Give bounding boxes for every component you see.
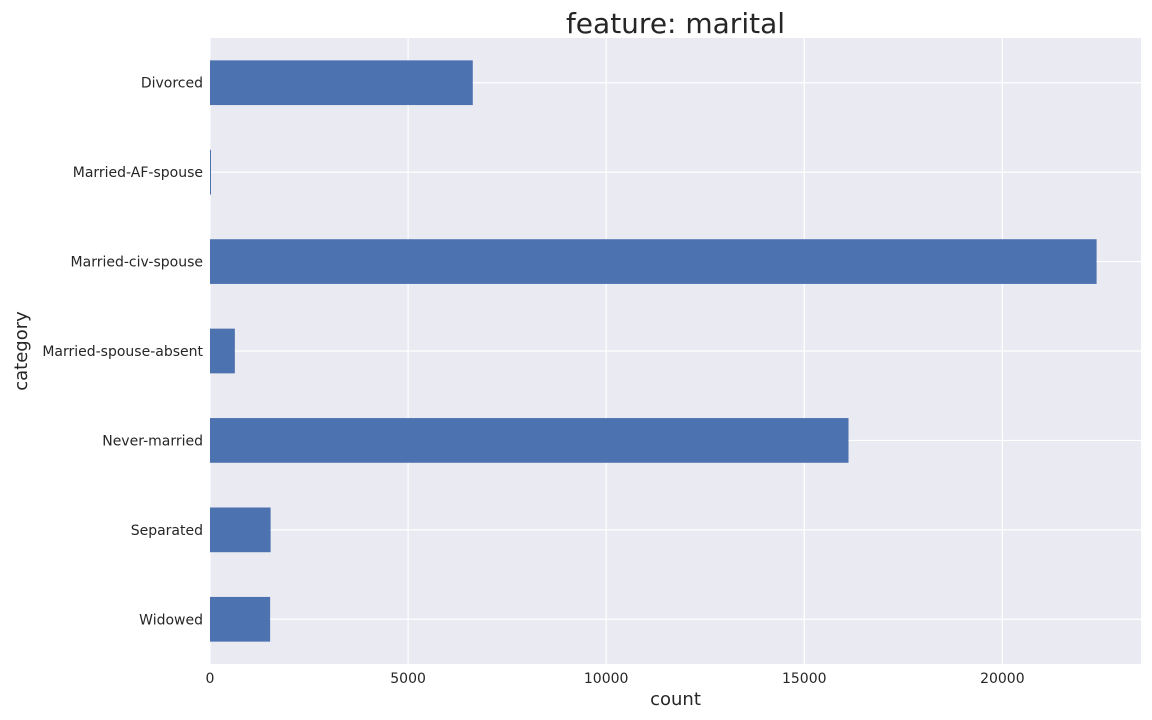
bar-married-spouse-absent	[210, 328, 235, 374]
x-tick-label: 15000	[782, 671, 827, 687]
y-tick-label: Never-married	[102, 433, 203, 449]
bar-never-married	[210, 418, 849, 463]
y-tick-label: Widowed	[139, 612, 203, 628]
bar-divorced	[210, 60, 473, 106]
y-tick-label: Divorced	[141, 76, 203, 92]
x-tick-label: 20000	[980, 671, 1025, 687]
y-tick-label: Separated	[131, 523, 203, 539]
bar-married-af-spouse	[210, 149, 211, 195]
bar-married-civ-spouse	[210, 239, 1097, 284]
y-tick-label: Married-AF-spouse	[73, 165, 203, 181]
bar-widowed	[210, 596, 271, 642]
x-axis-label: count	[650, 689, 701, 710]
y-tick-labels: Divorced Married-AF-spouse Married-civ-spo…	[42, 76, 203, 629]
x-tick-label: 5000	[390, 671, 426, 687]
chart-title: feature: marital	[566, 7, 785, 40]
bar-separated	[210, 507, 271, 553]
y-axis-label: category	[11, 311, 32, 391]
x-tick-labels: 0 5000 10000 15000 20000	[206, 671, 1025, 687]
bars	[210, 60, 1097, 642]
y-tick-label: Married-civ-spouse	[71, 255, 203, 271]
x-tick-label: 0	[206, 671, 215, 687]
x-tick-label: 10000	[584, 671, 629, 687]
y-tick-label: Married-spouse-absent	[42, 344, 203, 360]
